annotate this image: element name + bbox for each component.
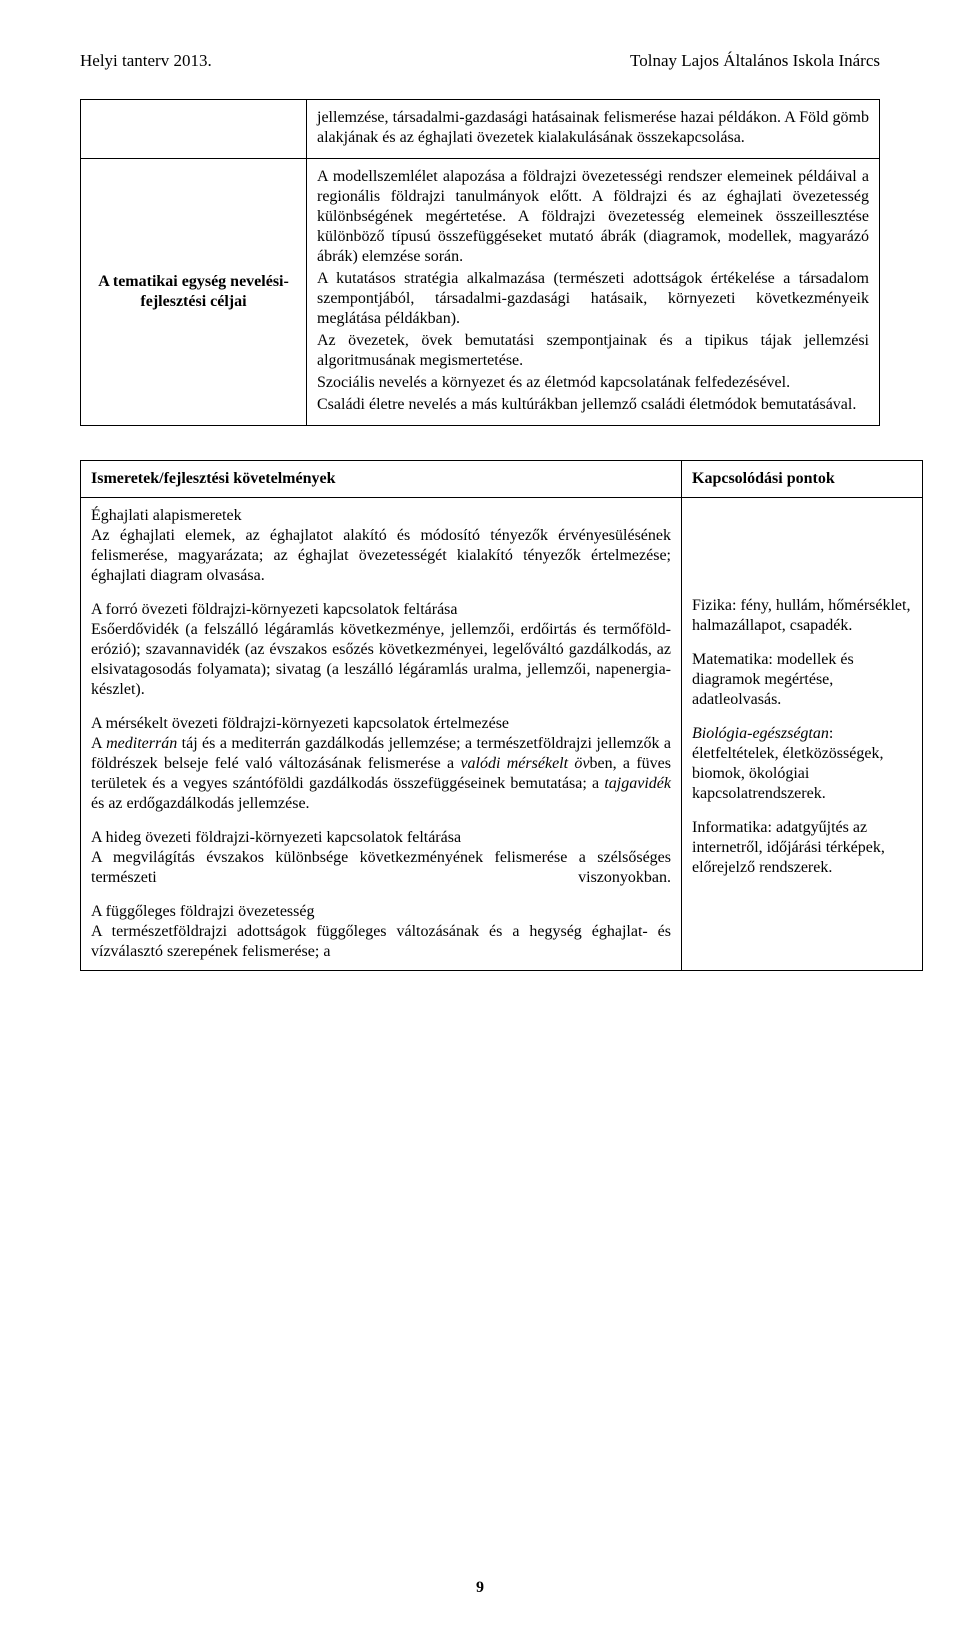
s2-body: Esőerdővidék (a felszálló légáramlás köv… [91, 620, 671, 700]
section-1: Éghajlati alapismeretek Az éghajlati ele… [91, 506, 671, 586]
intro-text: jellemzése, társadalmi-gazdasági hatásai… [317, 108, 869, 148]
header-left: Helyi tanterv 2013. [80, 50, 212, 71]
s4-title: A hideg övezeti földrajzi-környezeti kap… [91, 828, 671, 848]
spacer [80, 426, 880, 460]
page-container: Helyi tanterv 2013. Tolnay Lajos Általán… [0, 0, 960, 1626]
r1: Fizika: fény, hullám, hőmérséklet, halma… [692, 596, 912, 636]
s3-b: mediterrán [106, 735, 177, 752]
content-right: Fizika: fény, hullám, hőmérséklet, halma… [682, 498, 923, 971]
s3-a: A [91, 735, 106, 752]
s3-d: valódi mérsékelt öv [460, 755, 589, 772]
content-left: Éghajlati alapismeretek Az éghajlati ele… [81, 498, 682, 971]
r4: Informatika: adatgyűjtés az internetről,… [692, 818, 912, 878]
section-4: A hideg övezeti földrajzi-környezeti kap… [91, 828, 671, 888]
s5-body: A természetföldrajzi adottságok függőleg… [91, 922, 671, 962]
goals-p2: A kutatásos stratégia alkalmazása (termé… [317, 269, 869, 329]
s5-title: A függőleges földrajzi övezetesség [91, 902, 671, 922]
goals-p4: Szociális nevelés a környezet és az élet… [317, 373, 869, 393]
cell-right-intro: jellemzése, társadalmi-gazdasági hatásai… [307, 100, 880, 159]
r3: Biológia-egészségtan: életfeltételek, él… [692, 724, 912, 804]
table-goals: jellemzése, társadalmi-gazdasági hatásai… [80, 99, 880, 426]
table-row: Ismeretek/fejlesztési követelmények Kapc… [81, 461, 923, 498]
header-right-cell: Kapcsolódási pontok [682, 461, 923, 498]
goals-p1: A modellszemlélet alapozása a földrajzi … [317, 167, 869, 267]
cell-right-body: A modellszemlélet alapozása a földrajzi … [307, 159, 880, 426]
s4-body: A megvilágítás évszakos különbsége követ… [91, 848, 671, 888]
table-row: A tematikai egység nevelési-fejlesztési … [81, 159, 880, 426]
goals-p5: Családi életre nevelés a más kultúrákban… [317, 395, 869, 415]
r3a: Biológia-egészségtan [692, 725, 829, 742]
s3-body: A mediterrán táj és a mediterrán gazdálk… [91, 734, 671, 814]
s3-f: tajgavidék [604, 775, 671, 792]
s1-title: Éghajlati alapismeretek [91, 506, 671, 526]
s2-title: A forró övezeti földrajzi-környezeti kap… [91, 600, 671, 620]
goals-p3: Az övezetek, övek bemutatási szempontjai… [317, 331, 869, 371]
s3-g: és az erdőgazdálkodás jellemzése. [91, 795, 310, 812]
r2: Matematika: modellek és diagramok megért… [692, 650, 912, 710]
section-3: A mérsékelt övezeti földrajzi-környezeti… [91, 714, 671, 814]
header-right: Tolnay Lajos Általános Iskola Inárcs [630, 50, 880, 71]
right-spacer [692, 506, 912, 596]
page-header: Helyi tanterv 2013. Tolnay Lajos Általán… [80, 50, 880, 71]
table-row: jellemzése, társadalmi-gazdasági hatásai… [81, 100, 880, 159]
table-requirements: Ismeretek/fejlesztési követelmények Kapc… [80, 460, 923, 971]
s3-title: A mérsékelt övezeti földrajzi-környezeti… [91, 714, 671, 734]
section-5: A függőleges földrajzi övezetesség A ter… [91, 902, 671, 962]
cell-left-empty [81, 100, 307, 159]
table-row: Éghajlati alapismeretek Az éghajlati ele… [81, 498, 923, 971]
s1-body: Az éghajlati elemek, az éghajlatot alakí… [91, 526, 671, 586]
cell-left-label: A tematikai egység nevelési-fejlesztési … [81, 159, 307, 426]
section-2: A forró övezeti földrajzi-környezeti kap… [91, 600, 671, 700]
page-number: 9 [0, 1578, 960, 1598]
header-left-cell: Ismeretek/fejlesztési követelmények [81, 461, 682, 498]
